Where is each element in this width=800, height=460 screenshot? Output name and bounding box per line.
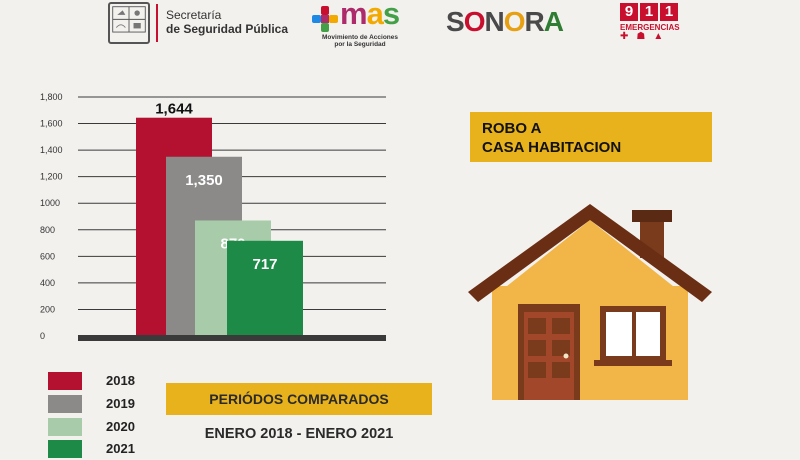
legend-label: 2018 xyxy=(106,373,135,388)
sonora-letter: A xyxy=(543,6,564,37)
police-icon: ☗ xyxy=(636,31,646,42)
mas-logo-word: mas xyxy=(340,0,400,32)
ssp-line1: Secretaría xyxy=(166,8,222,22)
legend-item-2019: 2019 xyxy=(48,393,168,415)
bar-2021 xyxy=(227,240,303,336)
header: Secretaría de Seguridad Pública mas Movi… xyxy=(0,0,800,50)
y-tick-label: 0 xyxy=(40,331,45,341)
chart-baseline xyxy=(78,335,386,341)
y-tick-label: 400 xyxy=(40,278,55,288)
state-seal-logo xyxy=(108,2,150,44)
legend-item-2021: 2021 xyxy=(48,438,168,460)
y-tick-label: 1,400 xyxy=(40,145,63,155)
seal-divider xyxy=(156,4,158,42)
sonora-letter: S xyxy=(446,6,465,37)
y-tick-label: 600 xyxy=(40,251,55,261)
y-tick-label: 200 xyxy=(40,304,55,314)
y-tick-label: 1000 xyxy=(40,198,60,208)
fire-icon: ▲ xyxy=(653,31,664,42)
house-illustration xyxy=(460,198,720,400)
bar-chart-svg: 0 200 400 600 800 1000 1,200 1,400 1,600 1,800 1,6… xyxy=(40,92,386,341)
data-label: 1,644 xyxy=(155,101,193,118)
e911-digit: 1 xyxy=(660,3,678,21)
legend-label: 2020 xyxy=(106,419,135,434)
legend-item-2018: 2018 xyxy=(48,370,168,392)
sonora-letter: R xyxy=(524,6,544,37)
legend-label: 2019 xyxy=(106,396,135,411)
crime-type-banner: ROBO A CASA HABITACION xyxy=(470,112,712,162)
sonora-letter: N xyxy=(484,6,504,37)
e911-label: EMERGENCIAS xyxy=(620,23,680,32)
mas-letter-a: a xyxy=(366,0,384,31)
sonora-letter: O xyxy=(503,6,526,37)
date-range: ENERO 2018 - ENERO 2021 xyxy=(204,426,394,442)
medical-cross-icon: ✚ xyxy=(620,31,629,42)
data-label: 1,350 xyxy=(185,172,223,189)
mas-subtitle: Movimiento de Acciones por la Seguridad xyxy=(320,34,400,48)
e911-digit: 9 xyxy=(620,3,638,21)
crime-type-line1: ROBO A xyxy=(482,120,542,137)
ssp-logo: Secretaría de Seguridad Pública xyxy=(166,8,288,36)
mas-letter-s: s xyxy=(382,0,400,31)
ssp-line2: de Seguridad Pública xyxy=(166,22,289,36)
mas-letter-m: m xyxy=(340,0,368,31)
data-label: 717 xyxy=(252,256,277,273)
mas-sub-line2: por la Seguridad xyxy=(334,41,386,48)
legend-swatch xyxy=(48,440,82,458)
legend-label: 2021 xyxy=(106,441,135,456)
legend-swatch xyxy=(48,372,82,390)
y-tick-label: 1,200 xyxy=(40,172,63,182)
legend-swatch xyxy=(48,395,82,413)
sonora-letter: O xyxy=(463,6,486,37)
mas-sub-line1: Movimiento de Acciones xyxy=(322,34,398,41)
crime-type-line2: CASA HABITACION xyxy=(482,139,622,156)
periodos-label: PERIÓDOS COMPARADOS xyxy=(209,391,389,407)
legend-swatch xyxy=(48,418,82,436)
bar-chart: 0 200 400 600 800 1000 1,200 1,400 1,600 1,800 1,6… xyxy=(0,80,420,360)
y-tick-label: 1,800 xyxy=(40,92,63,102)
mas-cross-icon xyxy=(312,6,338,32)
e911-digit: 1 xyxy=(640,3,658,21)
y-tick-label: 1,600 xyxy=(40,119,63,129)
sonora-logo: SONORA xyxy=(446,6,564,38)
legend-item-2020: 2020 xyxy=(48,416,168,438)
y-tick-label: 800 xyxy=(40,225,55,235)
periodos-banner: PERIÓDOS COMPARADOS xyxy=(166,383,432,415)
